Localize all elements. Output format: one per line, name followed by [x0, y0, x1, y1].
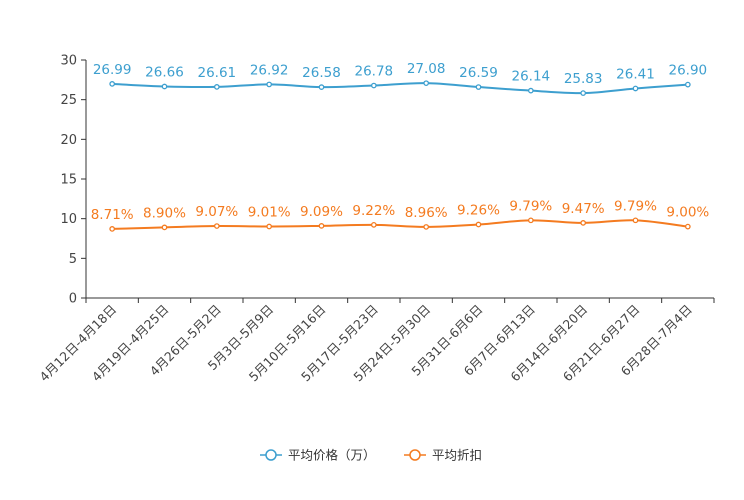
data-point	[370, 222, 377, 228]
data-point	[109, 81, 116, 87]
data-point	[318, 223, 325, 229]
data-point	[684, 81, 691, 88]
data-point	[632, 85, 639, 92]
legend-marker-2	[409, 449, 421, 461]
data-point	[370, 82, 377, 89]
data-label: 25.83	[564, 71, 603, 87]
data-label: 9.79%	[614, 198, 657, 214]
series-line-2	[112, 219, 688, 230]
y-tick-label: 15	[60, 173, 77, 188]
data-point	[213, 84, 220, 90]
data-label: 26.99	[93, 62, 132, 78]
data-label: 9.22%	[352, 203, 395, 219]
y-tick-label: 5	[69, 252, 77, 267]
data-label: 26.61	[198, 65, 237, 81]
data-point	[475, 221, 482, 228]
data-point	[266, 223, 273, 230]
data-point	[213, 223, 220, 229]
legend-label-2: 平均折扣	[432, 448, 482, 463]
y-tick-label: 20	[60, 133, 77, 148]
data-point	[580, 90, 587, 96]
data-point	[161, 83, 168, 90]
data-label: 9.07%	[195, 204, 238, 220]
data-label: 26.58	[302, 65, 341, 81]
data-label: 26.14	[512, 69, 551, 85]
data-label: 26.92	[250, 62, 289, 78]
data-point	[161, 224, 168, 231]
data-label: 26.59	[459, 65, 498, 81]
data-point	[266, 81, 273, 88]
y-tick-label: 10	[60, 212, 77, 227]
data-label: 26.90	[669, 63, 708, 79]
data-label: 9.79%	[509, 198, 552, 214]
data-point	[475, 84, 482, 90]
data-point	[684, 223, 691, 230]
data-point	[109, 226, 116, 232]
data-point	[580, 220, 587, 226]
data-label: 8.90%	[143, 205, 186, 221]
legend-marker-1	[265, 449, 277, 461]
data-label: 26.66	[145, 64, 184, 80]
data-point	[527, 87, 534, 94]
y-tick-label: 25	[60, 93, 77, 108]
data-point	[527, 217, 534, 224]
data-label: 9.26%	[457, 203, 500, 219]
y-tick-label: 30	[60, 54, 77, 69]
legend-label-1: 平均价格（万）	[288, 448, 376, 463]
data-label: 27.08	[407, 61, 446, 77]
data-label: 9.01%	[248, 205, 291, 221]
data-point	[318, 84, 325, 90]
y-tick-label: 0	[69, 292, 77, 307]
data-label: 26.41	[616, 66, 655, 82]
data-label: 9.09%	[300, 204, 343, 220]
data-point	[423, 224, 430, 230]
data-point	[423, 80, 430, 87]
data-label: 26.78	[355, 64, 394, 80]
data-label: 8.71%	[91, 207, 134, 223]
series-line-1	[112, 82, 688, 95]
data-label: 8.96%	[405, 205, 448, 221]
data-label: 9.47%	[562, 201, 605, 217]
data-point	[632, 217, 639, 224]
data-label: 9.00%	[666, 205, 709, 221]
